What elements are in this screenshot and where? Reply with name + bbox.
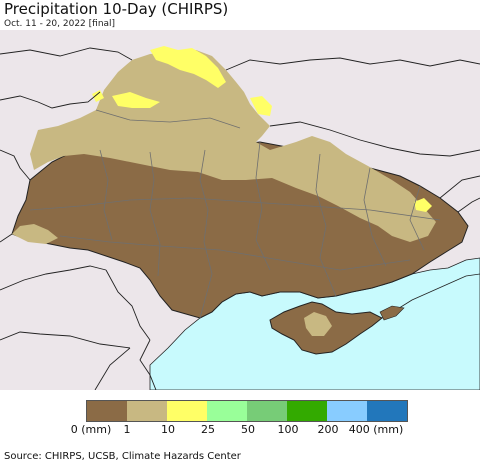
legend-swatch-200-400 — [327, 401, 367, 421]
legend-label-10: 10 — [161, 423, 175, 436]
precipitation-legend — [86, 400, 408, 422]
legend-color-bar — [86, 400, 408, 422]
legend-label-0: 0 (mm) — [70, 423, 112, 436]
map-title: Precipitation 10-Day (CHIRPS) — [4, 0, 229, 18]
legend-label-1: 1 — [123, 423, 131, 436]
legend-label-25: 25 — [201, 423, 215, 436]
east-moderate-rain-patch — [414, 198, 432, 212]
kerch-strait — [379, 305, 405, 321]
legend-label-100: 100 — [277, 423, 299, 436]
legend-swatch-100-200 — [287, 401, 327, 421]
northeast-moderate-rain-patch — [250, 96, 272, 116]
west-moderate-rain-patch — [92, 90, 104, 102]
legend-label-400: 400 (mm) — [348, 423, 404, 436]
legend-tick-labels: 0 (mm) 1 10 25 50 100 200 400 (mm) — [0, 423, 480, 437]
precipitation-map — [0, 30, 480, 390]
legend-swatch-1-10 — [127, 401, 167, 421]
legend-label-50: 50 — [241, 423, 255, 436]
map-subtitle: Oct. 11 - 20, 2022 [final] — [4, 19, 116, 29]
oblast-boundaries — [29, 109, 441, 319]
country-borders — [0, 47, 480, 390]
legend-label-200: 200 — [317, 423, 339, 436]
source-credit: Source: CHIRPS, UCSB, Climate Hazards Ce… — [4, 451, 241, 462]
map-canvas — [0, 30, 480, 390]
legend-swatch-50-100 — [247, 401, 287, 421]
north-moderate-rain-patch-2 — [112, 92, 160, 108]
legend-swatch-0-1 — [87, 401, 127, 421]
north-moderate-rain-patch — [150, 46, 226, 88]
west-light-rain-patch — [12, 224, 58, 244]
crimea-light-rain — [304, 312, 332, 336]
legend-swatch-400-plus — [367, 401, 407, 421]
legend-swatch-25-50 — [207, 401, 247, 421]
legend-swatch-10-25 — [167, 401, 207, 421]
